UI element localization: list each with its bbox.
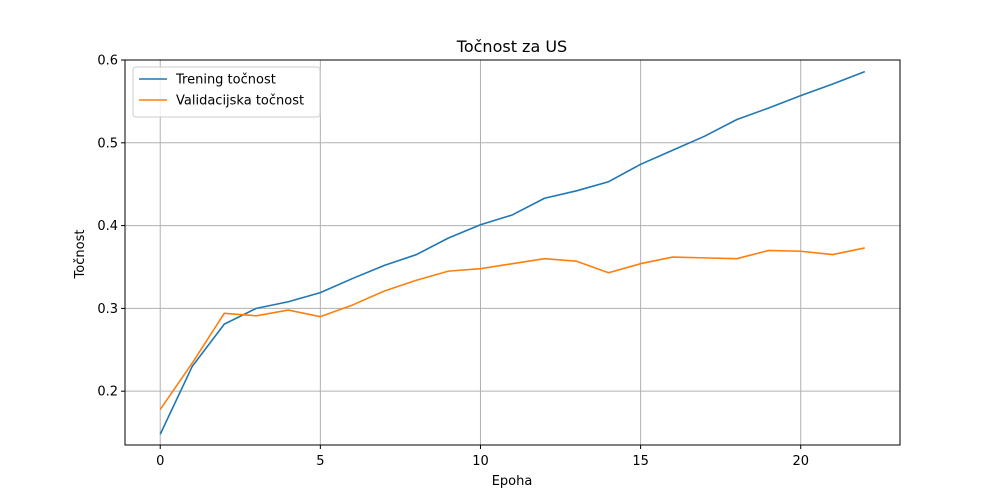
y-tick-label: 0.3 [97,302,118,317]
y-tick-label: 0.2 [97,385,118,400]
y-axis: 0.2 0.3 0.4 0.5 0.6 [97,54,125,400]
x-axis-label: Epoha [492,474,533,489]
series-group [159,70,866,435]
x-tick-label: 20 [792,454,809,469]
y-axis-label: Točnost [73,230,88,280]
x-axis: 0 5 10 15 20 [156,445,809,469]
x-tick-label: 0 [156,454,164,469]
legend: Trening točnost Validacijska točnost [132,66,321,118]
series-line-1 [159,70,866,435]
legend-box [132,66,321,118]
y-tick-label: 0.5 [97,136,118,151]
legend-label: Validacijska točnost [176,94,304,109]
y-tick-label: 0.6 [97,54,118,69]
x-tick-label: 5 [316,454,324,469]
y-tick-label: 0.4 [97,219,118,234]
chart-title: Točnost za US [456,37,567,56]
x-tick-label: 15 [632,454,649,469]
plot-area-frame [124,59,901,446]
legend-label: Trening točnost [175,73,276,88]
series-line-2 [159,247,865,410]
x-tick-label: 10 [472,454,489,469]
